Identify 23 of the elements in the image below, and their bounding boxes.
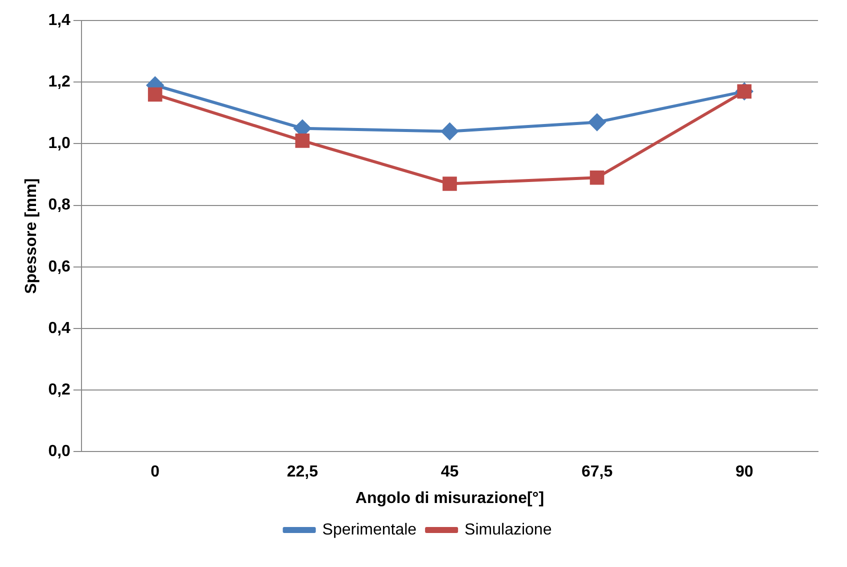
x-tick-label: 67,5 bbox=[581, 464, 613, 481]
y-tick-label: 1,0 bbox=[48, 135, 71, 152]
y-tick-label: 0,8 bbox=[48, 196, 71, 214]
legend-label: Simulazione bbox=[464, 521, 552, 538]
x-tick-label: 0 bbox=[150, 464, 160, 481]
point bbox=[588, 114, 606, 131]
point bbox=[590, 170, 604, 185]
x-tick-label: 45 bbox=[440, 464, 459, 481]
x-axis-title: Angolo di misurazione[°] bbox=[355, 490, 544, 507]
legend-label: Sperimentale bbox=[322, 521, 417, 538]
point bbox=[295, 134, 310, 148]
y-tick-label: 0,0 bbox=[48, 443, 71, 460]
y-tick-label: 1,4 bbox=[48, 12, 71, 30]
x-tick-label: 90 bbox=[735, 464, 754, 481]
y-axis-title: Spessore [mm] bbox=[23, 178, 40, 294]
y-tick-label: 0,4 bbox=[48, 320, 71, 337]
y-tick-label: 0,2 bbox=[48, 381, 71, 398]
y-tick-label: 1,2 bbox=[48, 74, 71, 91]
point bbox=[441, 122, 458, 140]
point bbox=[148, 87, 162, 102]
x-tick-label: 22,5 bbox=[286, 464, 318, 481]
point bbox=[442, 176, 457, 191]
y-tick-label: 0,6 bbox=[48, 258, 71, 276]
